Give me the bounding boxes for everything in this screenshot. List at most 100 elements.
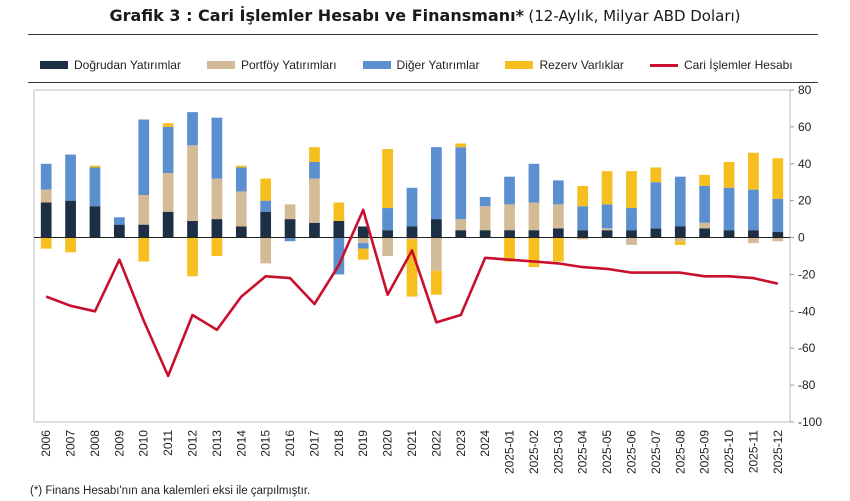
chart-legend: Doğrudan Yatırımlar Portföy Yatırımları Di…: [40, 58, 819, 72]
bar-diger-2025-04: [577, 206, 589, 231]
bar-diger-2006: [40, 163, 52, 190]
bar-portfoy-2023: [455, 219, 467, 231]
bar-portfoy-2011: [162, 173, 174, 212]
bar-rezerv-2025-06: [626, 171, 637, 209]
bar-rezerv-2025-10: [723, 161, 735, 188]
bar-dogrudan-2025-03: [552, 228, 564, 238]
bar-dogrudan-2025-02: [528, 230, 540, 238]
footnote: (*) Finans Hesabı'nın ana kalemleri eksi…: [30, 485, 311, 497]
bar-diger-2022: [431, 147, 442, 220]
bar-diger-2023: [455, 147, 467, 220]
x-tick-label: 2025-11: [746, 430, 760, 473]
line-cari: [45, 208, 779, 378]
bar-diger-2025-02: [528, 163, 540, 203]
bar-dogrudan-2019: [357, 226, 369, 238]
bar-diger-2025-12: [772, 198, 784, 233]
bar-portfoy-2016: [284, 204, 296, 220]
x-tick-label: 2025-05: [600, 430, 614, 474]
y-tick-label: -20: [798, 267, 816, 281]
x-tick-label: 2017: [307, 430, 321, 457]
x-tick-label: 2011: [161, 430, 175, 456]
bar-portfoy-2017: [309, 178, 320, 223]
x-tick-label: 2025-06: [624, 430, 638, 474]
y-tick-label: 60: [798, 120, 812, 134]
bar-portfoy-2025-11: [748, 237, 759, 244]
x-tick-label: 2020: [381, 430, 395, 457]
bar-diger-2017: [309, 161, 320, 179]
x-tick-label: 2022: [429, 430, 443, 457]
bar-rezerv-2025-07: [650, 167, 662, 183]
bar-diger-2025-03: [552, 180, 564, 205]
bar-rezerv-2019: [357, 248, 369, 260]
bar-portfoy-2025-03: [552, 204, 564, 229]
bar-portfoy-2021: [406, 237, 418, 240]
x-tick-label: 2012: [186, 430, 200, 457]
bar-portfoy-2013: [211, 178, 223, 220]
bar-portfoy-2025-02: [528, 202, 540, 231]
bar-rezerv-2012: [187, 237, 198, 277]
bar-rezerv-2022: [431, 270, 442, 295]
bar-rezerv-2025-04: [577, 185, 589, 207]
y-tick-label: 0: [798, 231, 805, 245]
bar-dogrudan-2017: [309, 222, 320, 238]
x-tick-label: 2025-04: [576, 430, 590, 474]
legend-item-rezerv: Rezerv Varlıklar: [505, 58, 624, 72]
y-tick-label: 20: [798, 194, 812, 208]
bar-portfoy-2024: [479, 206, 491, 231]
bar-diger-2013: [211, 117, 223, 179]
bar-rezerv-2025-02: [528, 237, 540, 268]
y-tick-label: -100: [798, 415, 822, 429]
x-tick-label: 2025-07: [649, 430, 663, 474]
bar-dogrudan-2021: [406, 226, 418, 238]
bar-dogrudan-2025-09: [699, 228, 711, 238]
bar-diger-2025-05: [601, 204, 613, 229]
x-tick-label: 2013: [210, 430, 224, 457]
bar-portfoy-2025-12: [772, 237, 784, 242]
bar-diger-2019: [357, 243, 369, 249]
bar-dogrudan-2024: [479, 230, 491, 238]
bar-rezerv-2020: [382, 149, 393, 209]
y-tick-label: -60: [798, 341, 816, 355]
legend-rule: [28, 82, 818, 83]
bar-portfoy-2006: [40, 189, 52, 203]
y-tick-label: -80: [798, 378, 816, 392]
y-tick-label: 40: [798, 157, 812, 171]
y-tick-label: 80: [798, 83, 812, 97]
legend-label-portfoy: Portföy Yatırımları: [240, 58, 337, 72]
bar-rezerv-2021: [406, 239, 418, 297]
legend-label-diger: Diğer Yatırımlar: [396, 58, 480, 72]
bar-diger-2024: [479, 196, 491, 207]
x-tick-label: 2016: [283, 430, 297, 457]
bar-portfoy-2025-08: [674, 237, 686, 242]
bar-dogrudan-2009: [113, 224, 125, 238]
bar-rezerv-2013: [211, 237, 223, 256]
x-tick-label: 2025-09: [698, 430, 712, 474]
x-tick-label: 2025-10: [722, 430, 736, 474]
bar-rezerv-2025-03: [552, 237, 564, 262]
bar-dogrudan-2025-07: [650, 228, 662, 238]
bar-dogrudan-2025-08: [674, 226, 686, 238]
legend-swatch-portfoy: [206, 61, 235, 69]
bar-dogrudan-2020: [382, 230, 393, 238]
bar-diger-2016: [284, 237, 296, 242]
bar-diger-2025-09: [699, 185, 711, 223]
bar-dogrudan-2010: [138, 224, 150, 238]
legend-item-cari: Cari İşlemler Hesabı: [649, 58, 793, 72]
x-tick-label: 2010: [137, 430, 151, 457]
bar-diger-2025-01: [504, 176, 515, 205]
bar-rezerv-2007: [65, 237, 76, 253]
bar-portfoy-2025-05: [601, 228, 613, 231]
x-tick-label: 2018: [332, 430, 346, 457]
bar-dogrudan-2015: [260, 211, 272, 238]
title-rule: [28, 34, 818, 35]
bar-diger-2018: [333, 237, 345, 275]
chart-title-main: Grafik 3 : Cari İşlemler Hesabı ve Finan…: [109, 6, 524, 25]
bar-diger-2021: [406, 187, 418, 227]
x-tick-label: 2024: [478, 430, 492, 457]
bar-rezerv-2023: [455, 143, 467, 148]
bar-portfoy-2015: [260, 237, 272, 264]
bar-portfoy-2025-01: [504, 204, 515, 231]
bar-dogrudan-2011: [162, 211, 174, 238]
bar-diger-2008: [89, 167, 101, 207]
bar-dogrudan-2018: [333, 220, 345, 238]
